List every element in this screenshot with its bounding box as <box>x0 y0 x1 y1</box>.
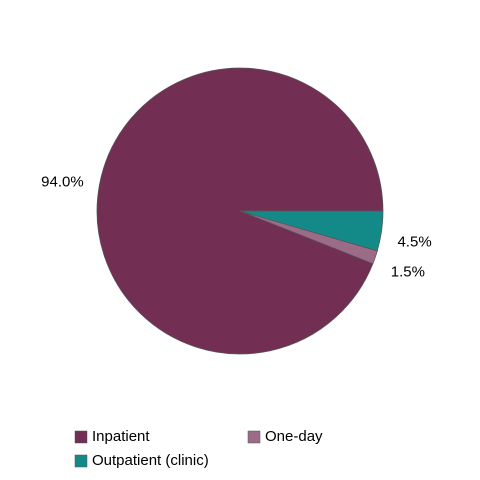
legend-label: Inpatient <box>92 428 150 445</box>
legend-swatch <box>247 430 261 444</box>
legend-label: Outpatient (clinic) <box>92 452 209 469</box>
legend-swatch <box>74 454 88 468</box>
data-label: 1.5% <box>391 264 425 281</box>
legend-swatch <box>74 430 88 444</box>
legend-label: One-day <box>265 428 323 445</box>
pie-slice <box>239 210 384 252</box>
data-label: 94.0% <box>41 173 84 190</box>
data-label: 4.5% <box>397 234 431 251</box>
